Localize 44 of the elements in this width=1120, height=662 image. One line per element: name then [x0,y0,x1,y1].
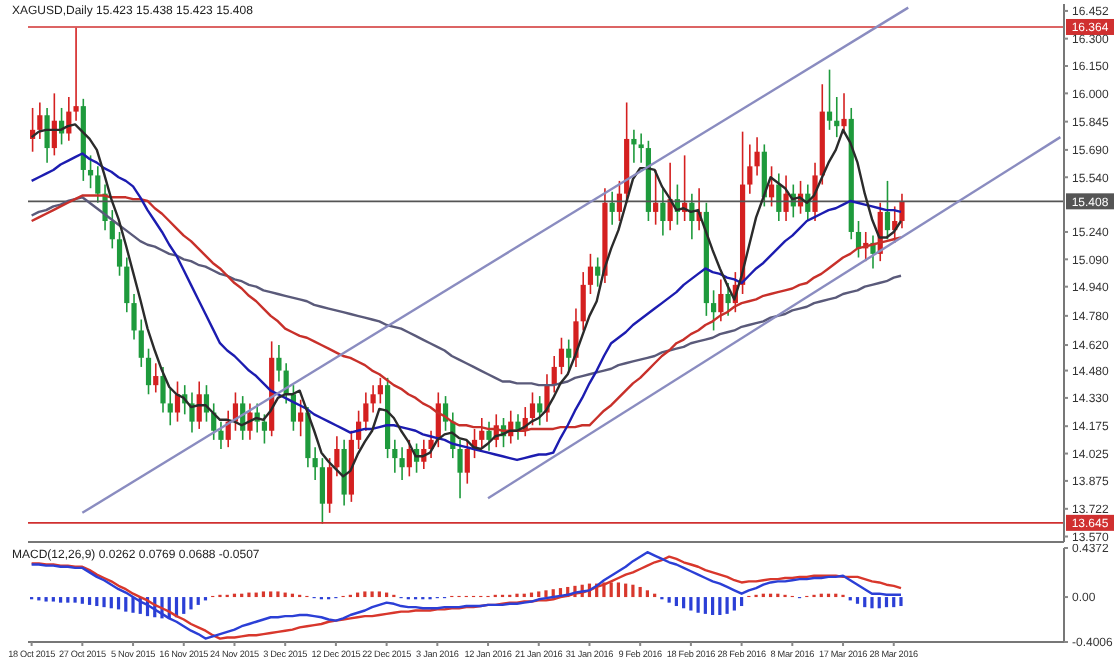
candlestick [660,187,666,237]
candlestick [341,439,347,507]
candlestick [783,174,789,222]
candlestick [319,457,325,525]
candlestick [189,391,195,434]
candlestick [725,282,731,317]
candlestick [363,391,369,432]
candlestick [298,398,304,438]
candlestick [558,336,565,376]
candlestick [464,439,470,485]
candlestick [899,192,905,230]
candlestick [153,362,159,394]
candlestick [37,101,43,140]
candlestick [327,457,333,514]
candlestick [747,143,753,195]
candlestick [529,391,536,427]
candlestick [479,417,485,448]
candlestick [638,132,644,164]
candlestick [609,191,615,226]
candlestick [537,395,543,427]
candlestick [406,439,412,478]
candlestick [261,413,268,445]
candlestick [334,435,340,478]
candlestick [631,129,637,164]
candlestick [392,439,398,474]
candlestick [826,68,833,131]
candlestick [595,256,601,288]
candlestick [486,420,492,452]
candlestick [884,180,891,241]
candlestick [566,338,572,372]
candlestick [587,253,594,295]
candlestick [116,231,123,277]
candlestick [718,278,724,323]
candlestick [196,380,202,430]
candlestick [377,377,383,405]
candlestick [776,172,782,222]
candlestick [145,347,152,396]
candlestick [399,446,405,481]
candlestick [44,107,50,164]
candlestick [768,165,775,208]
candlestick [841,92,847,135]
candlestick [653,169,659,226]
candlestick [370,384,376,414]
candlestick [711,289,717,332]
